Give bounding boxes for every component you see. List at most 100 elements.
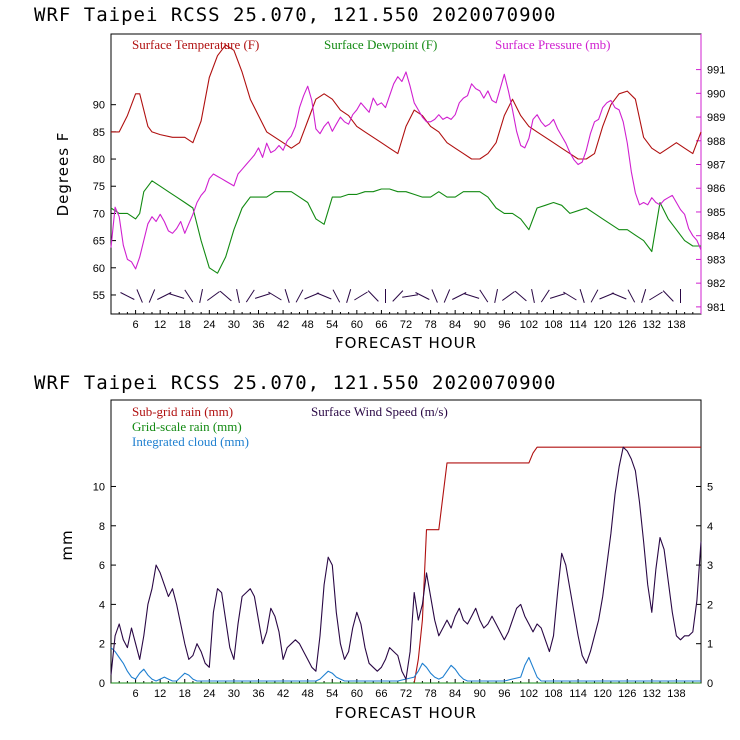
top-y2-tick-label: 981 (707, 302, 725, 314)
bottom-x-tick-label: 60 (351, 688, 363, 700)
top-y-tick-label: 55 (93, 290, 105, 302)
wind-barb (392, 290, 404, 302)
wind-barb-row (120, 289, 681, 303)
wind-barb (540, 289, 550, 303)
bottom-x-tick-label: 24 (203, 688, 215, 700)
bottom-x-tick-label: 120 (593, 688, 611, 700)
top-x-tick-label: 66 (375, 319, 387, 331)
wind-barb (157, 292, 172, 300)
top-x-tick-label: 108 (544, 319, 562, 331)
top-y-tick-label: 70 (93, 208, 105, 220)
wind-barb (463, 293, 480, 299)
wind-barb (627, 289, 636, 303)
wind-barb (514, 290, 527, 302)
wind-barb (199, 289, 203, 303)
wind-barb (207, 291, 220, 301)
wind-barb (590, 289, 599, 303)
top-x-tick-label: 48 (302, 319, 314, 331)
wind-barb (443, 289, 451, 303)
bottom-x-tick-label: 18 (179, 688, 191, 700)
series-line-subgrid (111, 446, 701, 684)
top-plot-frame (110, 33, 702, 315)
top-y2-tick-label: 984 (707, 231, 725, 243)
top-x-tick-label: 126 (618, 319, 636, 331)
wind-barb (354, 291, 368, 301)
top-x-tick-label: 12 (154, 319, 166, 331)
bottom-x-tick-label: 126 (618, 688, 636, 700)
top-x-tick-label: 114 (569, 319, 587, 331)
top-series (110, 44, 702, 274)
bottom-y2-tick-label: 4 (707, 521, 713, 533)
bottom-x-tick-label: 90 (474, 688, 486, 700)
wind-barb (415, 292, 430, 300)
bottom-x-tick-label: 12 (154, 688, 166, 700)
wind-barb (531, 289, 535, 303)
bottom-y-tick-label: 2 (99, 639, 105, 651)
top-x-tick-label: 30 (228, 319, 240, 331)
bottom-y-tick-label: 4 (99, 599, 105, 611)
wind-barb (346, 289, 352, 303)
top-x-tick-label: 72 (400, 319, 412, 331)
top-y2-tick-label: 988 (707, 136, 725, 148)
wind-barb (304, 292, 320, 300)
top-x-tick-label: 78 (424, 319, 436, 331)
top-y-tick-label: 80 (93, 154, 105, 166)
bottom-y-tick-label: 0 (99, 678, 105, 690)
top-x-axis-label: FORECAST HOUR (335, 334, 477, 352)
wind-barb (662, 290, 674, 302)
top-y2-tick-label: 991 (707, 65, 725, 77)
top-x-tick-label: 60 (351, 319, 363, 331)
bottom-x-tick-label: 78 (424, 688, 436, 700)
bottom-y-axis-label: mm (58, 529, 76, 560)
bottom-y2-tick-label: 1 (707, 639, 713, 651)
wind-barb (268, 291, 282, 301)
bottom-right-ticks: 0 1 2 3 4 5 (696, 481, 713, 690)
bottom-x-tick-label: 36 (252, 688, 264, 700)
wind-barb (316, 292, 332, 300)
bottom-left-ticks: 0 2 4 6 8 10 (93, 481, 116, 690)
bottom-y-tick-label: 6 (99, 560, 105, 572)
top-y-tick-label: 60 (93, 263, 105, 275)
bottom-x-tick-label: 48 (302, 688, 314, 700)
bottom-x-ticks: 6 12 18 24 30 36 42 48 54 60 66 72 78 84 90 96 102 108 114… (118, 679, 694, 700)
bottom-y2-tick-label: 2 (707, 599, 713, 611)
wind-barb (452, 292, 467, 300)
legend-wind-speed: Surface Wind Speed (m/s) (311, 404, 448, 419)
bottom-y2-tick-label: 5 (707, 481, 713, 493)
top-y-tick-label: 75 (93, 181, 105, 193)
top-y2-tick-label: 989 (707, 112, 725, 124)
top-y2-tick-label: 990 (707, 88, 725, 100)
top-x-tick-label: 24 (203, 319, 215, 331)
bottom-y-tick-label: 10 (93, 481, 105, 493)
wind-barb (136, 289, 143, 303)
legend-pressure: Surface Pressure (mb) (495, 37, 611, 52)
wind-barb (184, 289, 194, 303)
top-y-axis-label: Degrees F (54, 132, 72, 217)
wind-barb (649, 291, 663, 301)
bottom-x-tick-label: 108 (544, 688, 562, 700)
top-y2-tick-label: 983 (707, 254, 725, 266)
top-right-ticks: 981 982 983 984 985 986 987 988 989 990 991 (696, 65, 725, 314)
top-x-ticks: 6 12 18 24 30 36 42 48 54 60 66 72 78 84 90 96 102 108 114… (118, 310, 694, 331)
top-left-ticks: 55 60 65 70 75 80 85 90 (93, 100, 116, 302)
wind-barb (641, 289, 647, 303)
series-line-dewpoint (110, 180, 701, 274)
wind-barb (295, 289, 304, 303)
top-x-tick-label: 120 (593, 319, 611, 331)
bottom-series (110, 446, 702, 684)
bottom-x-tick-label: 102 (520, 688, 538, 700)
series-line-pressure (110, 71, 702, 270)
top-panel-title: WRF Taipei RCSS 25.070, 121.550 20200709… (34, 4, 556, 26)
top-x-tick-label: 36 (252, 319, 264, 331)
bottom-y2-tick-label: 0 (707, 678, 713, 690)
wind-barb (611, 292, 627, 300)
top-x-tick-label: 84 (449, 319, 461, 331)
wind-barb (236, 289, 240, 303)
wind-barb (563, 291, 577, 301)
top-x-tick-label: 18 (179, 319, 191, 331)
wind-barb (502, 291, 515, 301)
wind-barb (120, 292, 135, 300)
wind-barb (332, 289, 341, 303)
series-line-temperature (111, 44, 702, 160)
